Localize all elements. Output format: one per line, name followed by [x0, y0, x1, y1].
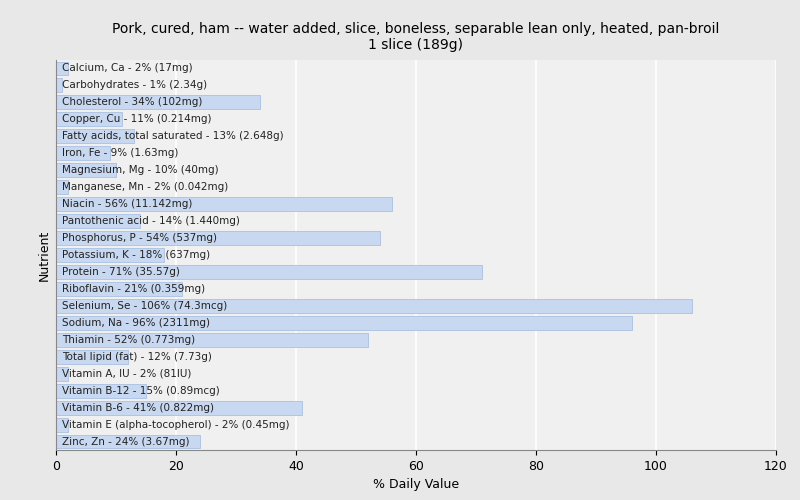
- Text: Potassium, K - 18% (637mg): Potassium, K - 18% (637mg): [62, 250, 210, 260]
- Text: Vitamin B-6 - 41% (0.822mg): Vitamin B-6 - 41% (0.822mg): [62, 402, 214, 412]
- Bar: [56, 265, 482, 279]
- Text: Thiamin - 52% (0.773mg): Thiamin - 52% (0.773mg): [62, 335, 195, 345]
- Text: Fatty acids, total saturated - 13% (2.648g): Fatty acids, total saturated - 13% (2.64…: [62, 132, 284, 141]
- Bar: [56, 434, 200, 448]
- Text: Pantothenic acid - 14% (1.440mg): Pantothenic acid - 14% (1.440mg): [62, 216, 240, 226]
- Bar: [56, 180, 68, 194]
- Text: Calcium, Ca - 2% (17mg): Calcium, Ca - 2% (17mg): [62, 64, 193, 74]
- Text: Sodium, Na - 96% (2311mg): Sodium, Na - 96% (2311mg): [62, 318, 210, 328]
- Text: Vitamin A, IU - 2% (81IU): Vitamin A, IU - 2% (81IU): [62, 368, 191, 378]
- Text: Vitamin B-12 - 15% (0.89mcg): Vitamin B-12 - 15% (0.89mcg): [62, 386, 220, 396]
- Bar: [56, 282, 182, 296]
- Text: Selenium, Se - 106% (74.3mcg): Selenium, Se - 106% (74.3mcg): [62, 301, 227, 311]
- Y-axis label: Nutrient: Nutrient: [38, 230, 50, 280]
- Text: Iron, Fe - 9% (1.63mg): Iron, Fe - 9% (1.63mg): [62, 148, 178, 158]
- Text: Niacin - 56% (11.142mg): Niacin - 56% (11.142mg): [62, 199, 192, 209]
- Text: Protein - 71% (35.57g): Protein - 71% (35.57g): [62, 267, 180, 277]
- Bar: [56, 366, 68, 380]
- Bar: [56, 384, 146, 398]
- Text: Manganese, Mn - 2% (0.042mg): Manganese, Mn - 2% (0.042mg): [62, 182, 228, 192]
- Text: Total lipid (fat) - 12% (7.73g): Total lipid (fat) - 12% (7.73g): [62, 352, 212, 362]
- Text: Vitamin E (alpha-tocopherol) - 2% (0.45mg): Vitamin E (alpha-tocopherol) - 2% (0.45m…: [62, 420, 290, 430]
- Text: Riboflavin - 21% (0.359mg): Riboflavin - 21% (0.359mg): [62, 284, 205, 294]
- Bar: [56, 62, 68, 76]
- Text: Cholesterol - 34% (102mg): Cholesterol - 34% (102mg): [62, 98, 202, 108]
- Bar: [56, 231, 380, 245]
- Text: Copper, Cu - 11% (0.214mg): Copper, Cu - 11% (0.214mg): [62, 114, 211, 124]
- X-axis label: % Daily Value: % Daily Value: [373, 478, 459, 492]
- Bar: [56, 350, 128, 364]
- Text: Carbohydrates - 1% (2.34g): Carbohydrates - 1% (2.34g): [62, 80, 207, 90]
- Bar: [56, 418, 68, 432]
- Bar: [56, 316, 632, 330]
- Text: Phosphorus, P - 54% (537mg): Phosphorus, P - 54% (537mg): [62, 233, 217, 243]
- Bar: [56, 214, 140, 228]
- Bar: [56, 112, 122, 126]
- Text: Magnesium, Mg - 10% (40mg): Magnesium, Mg - 10% (40mg): [62, 165, 218, 175]
- Bar: [56, 78, 62, 92]
- Bar: [56, 164, 116, 177]
- Bar: [56, 197, 392, 211]
- Bar: [56, 146, 110, 160]
- Bar: [56, 400, 302, 414]
- Bar: [56, 130, 134, 143]
- Title: Pork, cured, ham -- water added, slice, boneless, separable lean only, heated, p: Pork, cured, ham -- water added, slice, …: [112, 22, 720, 52]
- Bar: [56, 299, 692, 313]
- Bar: [56, 333, 368, 346]
- Bar: [56, 248, 164, 262]
- Text: Zinc, Zn - 24% (3.67mg): Zinc, Zn - 24% (3.67mg): [62, 436, 190, 446]
- Bar: [56, 96, 260, 110]
